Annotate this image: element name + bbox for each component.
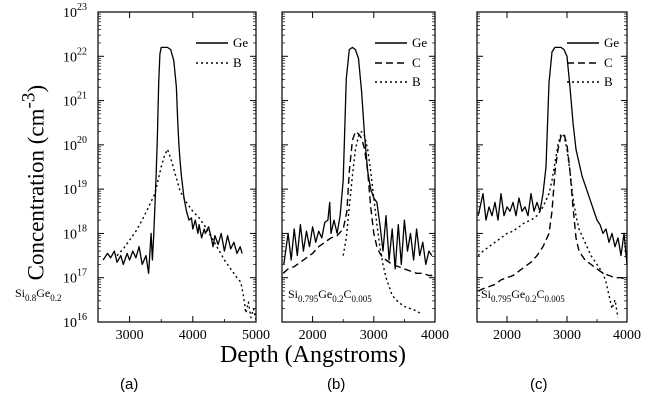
panel-b-legend-label-ge: Ge bbox=[412, 35, 427, 50]
panel-b-x-tick-label: 4000 bbox=[421, 328, 449, 343]
y-tick-label: 1021 bbox=[63, 91, 87, 110]
panel-c-frame bbox=[476, 11, 628, 323]
panel-a-series-b bbox=[116, 148, 257, 320]
y-tick-label: 1023 bbox=[63, 2, 87, 21]
panel-c-legend-label-ge: Ge bbox=[604, 35, 619, 50]
y-tick-label: 1019 bbox=[63, 179, 87, 198]
panel-c-x-tick-label: 4000 bbox=[613, 328, 641, 343]
panel-c-x-tick-label: 2000 bbox=[493, 328, 521, 343]
panel-c-series-ge bbox=[477, 46, 628, 265]
panel-b-legend-label-b: B bbox=[412, 74, 421, 89]
y-tick-label: 1016 bbox=[63, 312, 87, 331]
panel-b-x-tick-label: 2000 bbox=[299, 328, 327, 343]
y-tick-label: 1022 bbox=[63, 46, 87, 65]
y-tick-label: 1018 bbox=[63, 223, 87, 242]
panel-a-x-tick-label: 4000 bbox=[179, 328, 207, 343]
panel-a-x-tick-label: 3000 bbox=[116, 328, 144, 343]
panel-a-frame bbox=[97, 11, 257, 323]
panel-b-composition-label: Si0.795Ge0.2C0.005 bbox=[288, 287, 372, 304]
panel-b-x-tick-label: 3000 bbox=[360, 328, 388, 343]
panel-b-series-c bbox=[282, 130, 435, 277]
y-tick-label: 1020 bbox=[63, 135, 87, 154]
panel-b-series-ge bbox=[283, 46, 433, 270]
panel-c-series-c bbox=[477, 133, 628, 292]
panel-a-legend-label-b: B bbox=[233, 55, 242, 70]
y-tick-label: 1017 bbox=[63, 268, 87, 287]
panel-c-legend-label-b: B bbox=[604, 74, 613, 89]
panel-c-series-b bbox=[477, 133, 619, 318]
panel-label-a: (a) bbox=[120, 376, 139, 393]
panel-c-legend-label-c: C bbox=[604, 55, 613, 70]
panel-label-b: (b) bbox=[327, 376, 346, 393]
panel-c-composition-label: Si0.795Ge0.2C0.005 bbox=[481, 287, 565, 304]
x-axis-label: Depth (Angstroms) bbox=[220, 342, 406, 368]
panel-b-frame bbox=[281, 11, 436, 323]
panel-b-legend-label-c: C bbox=[412, 55, 421, 70]
y-axis-label: Concentration (cm-3) bbox=[18, 84, 49, 281]
panel-a-legend-label-ge: Ge bbox=[233, 35, 248, 50]
panel-a-x-tick-label: 5000 bbox=[242, 328, 270, 343]
panel-label-c: (c) bbox=[530, 376, 548, 393]
panel-b-series-b bbox=[342, 130, 421, 314]
panel-a-series-ge bbox=[102, 46, 243, 274]
panel-c-x-tick-label: 3000 bbox=[553, 328, 581, 343]
panel-a-composition-label: Si0.8Ge0.2 bbox=[15, 286, 62, 303]
